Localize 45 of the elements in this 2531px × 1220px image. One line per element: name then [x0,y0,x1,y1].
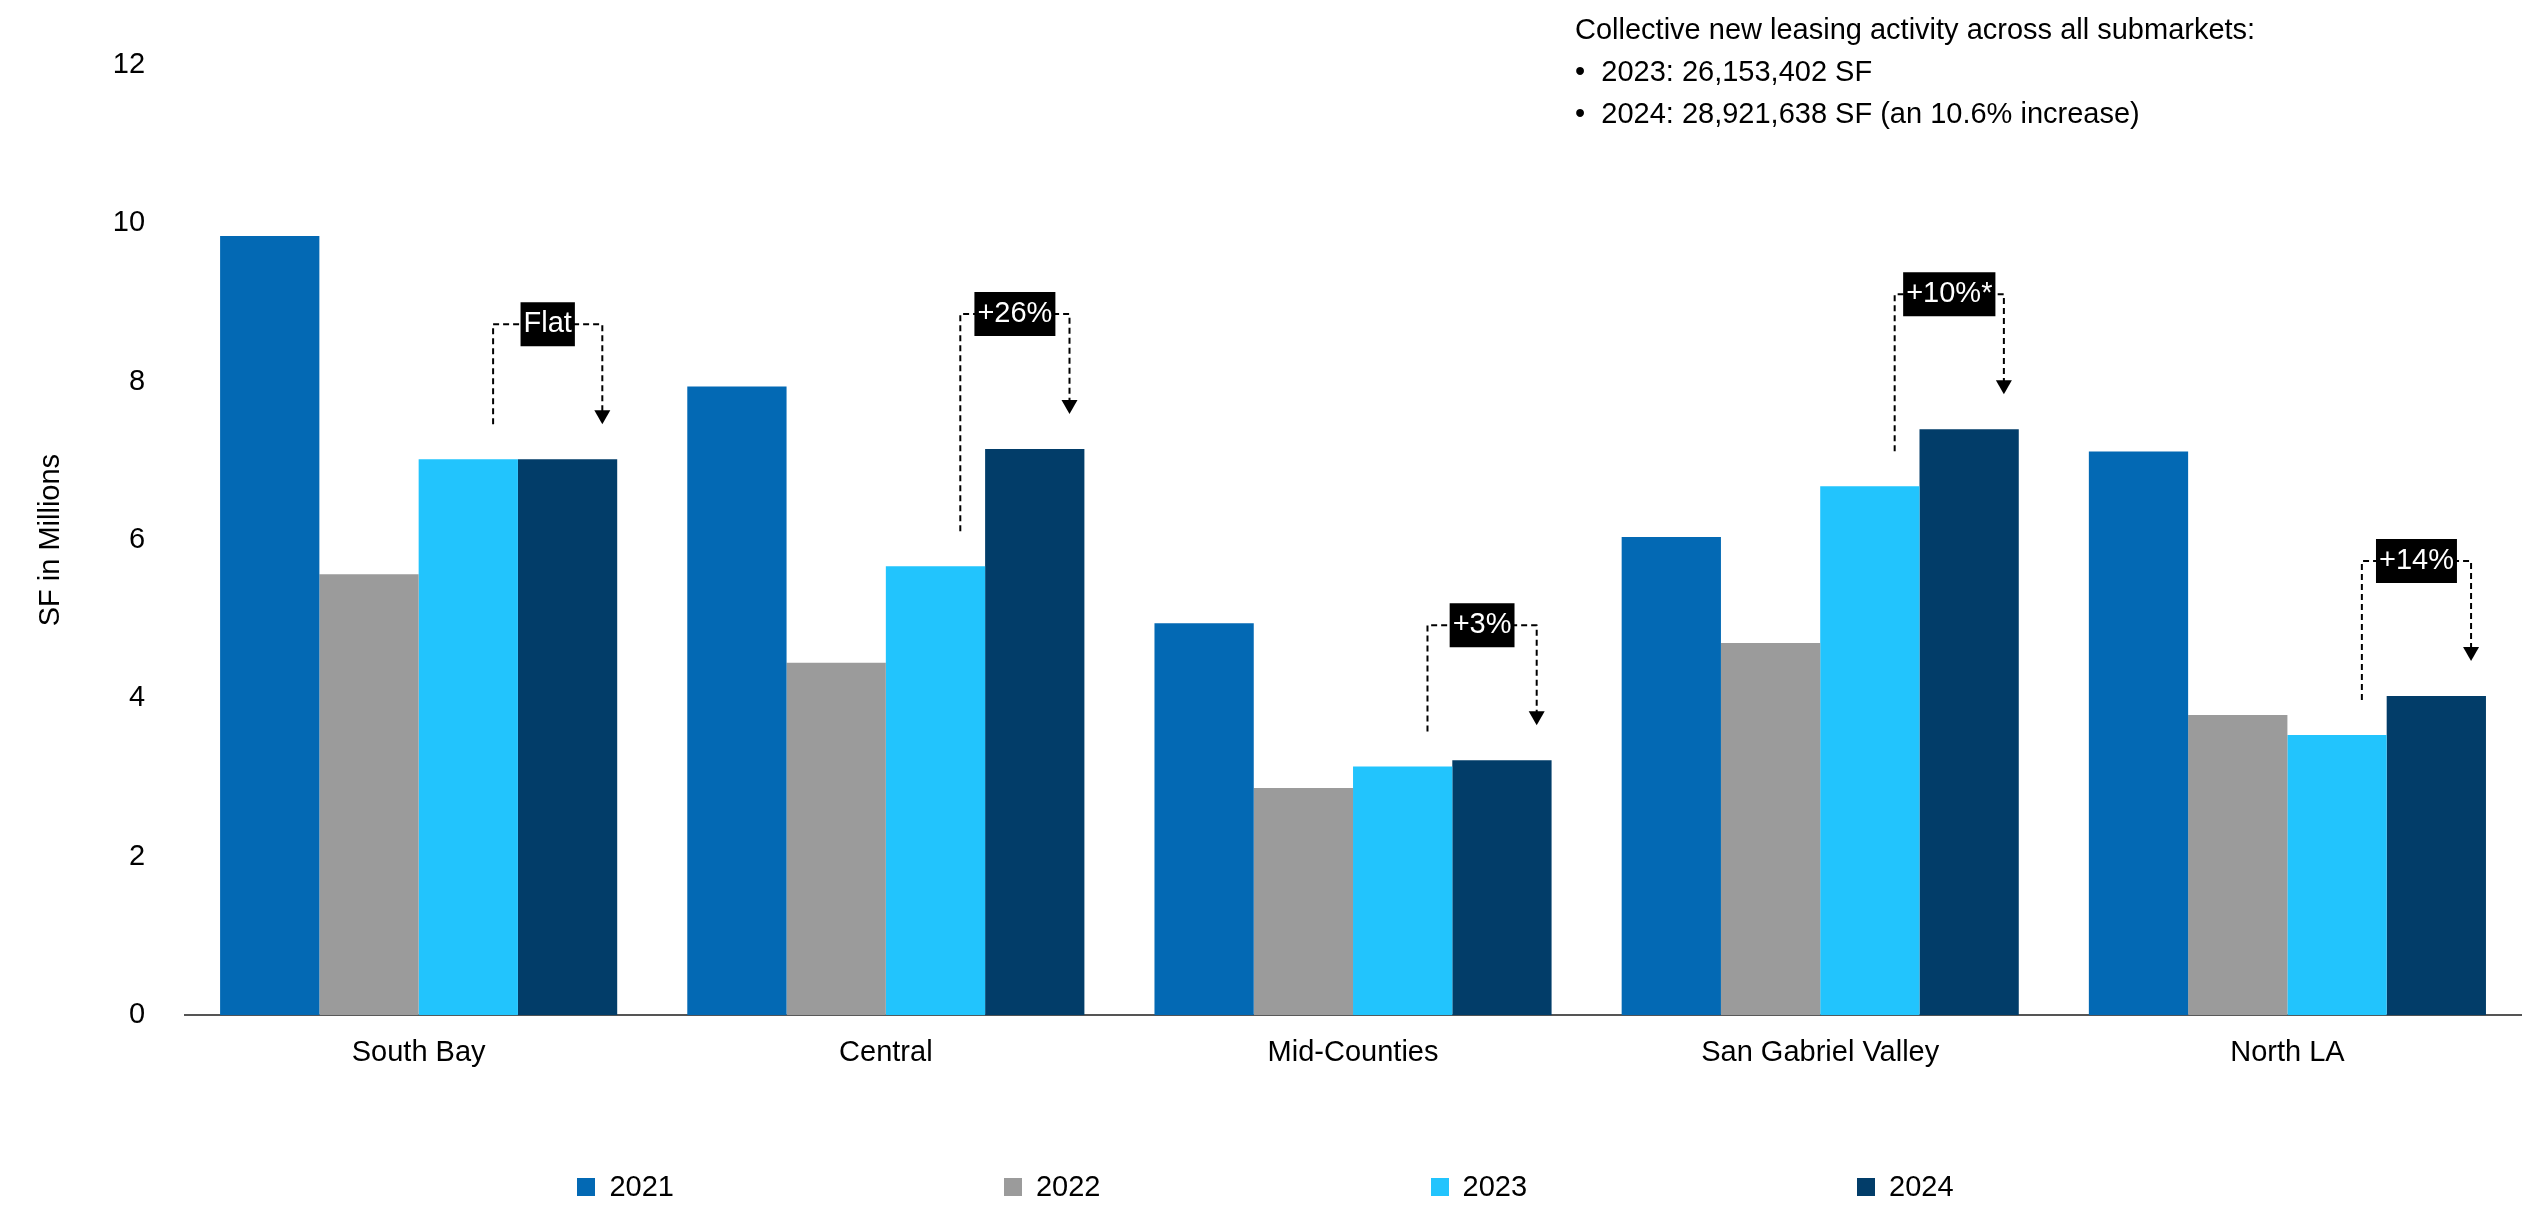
bar [220,236,320,1016]
legend-label: 2023 [1462,1170,1528,1203]
x-tick-label: Mid-Counties [1267,1034,1439,1067]
bar [2188,715,2288,1016]
annotation: +26% [977,296,1053,329]
x-tick-label: San Gabriel Valley [1701,1034,1940,1067]
bar [885,566,986,1016]
bar [1452,760,1552,1016]
text: Collective new leasing activity across all submarkets: [1575,12,2256,47]
y-tick-label: 12 [112,47,146,79]
annotation: • 2023: 26,153,402 SF [1575,54,1874,89]
x-tick-label: South Bay [351,1034,487,1067]
annotation: Flat [523,306,572,339]
x-tick-label: North LA [2230,1034,2346,1067]
bar [985,449,1085,1016]
bar [2287,734,2387,1016]
bar [2386,696,2486,1016]
legend-label: 2021 [609,1170,674,1203]
annotation: +10%* [1906,276,1993,309]
bar [1720,643,1821,1016]
y-axis-title: SF in Millions [33,453,66,627]
bar [1820,486,1920,1016]
bar [1919,429,2019,1016]
legend-label: 2022 [1035,1170,1101,1203]
y-tick-label: 2 [128,838,146,871]
bar [1621,536,1721,1016]
bar [786,662,886,1016]
bar [687,386,787,1016]
y-tick-label: 4 [128,680,146,713]
bar [319,574,419,1016]
x-tick-label: Central [839,1034,933,1067]
bar [2088,451,2189,1016]
bar [1353,766,1453,1016]
y-tick-label: 0 [128,997,146,1030]
annotation: +14% [2378,543,2454,576]
y-tick-label: 8 [128,363,146,396]
legend-label: 2024 [1889,1170,1954,1203]
annotation: +3% [1452,607,1512,640]
bar [517,459,618,1016]
y-tick-label: 10 [112,205,146,238]
y-tick-label: 6 [128,522,146,555]
annotation: • 2024: 28,921,638 SF (an 10.6% increase) [1575,96,2141,131]
bar [418,459,518,1016]
bar [1253,787,1354,1016]
bar [1154,623,1254,1016]
